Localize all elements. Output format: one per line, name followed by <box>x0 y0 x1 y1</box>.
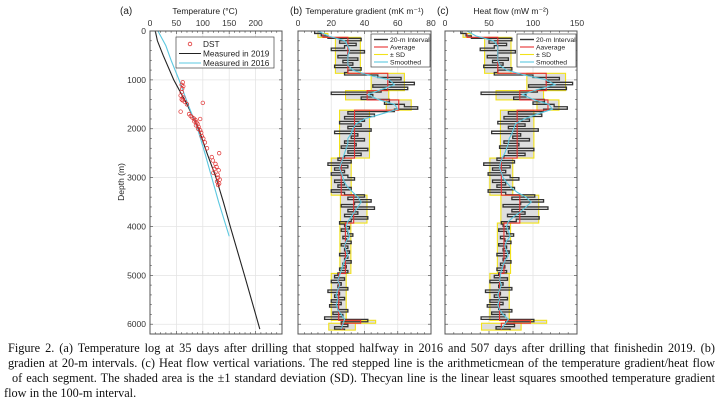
x-tick-label: 150 <box>222 18 236 28</box>
x-axis-title: Heat flow (mW m⁻²) <box>473 6 548 16</box>
legend-label: Measured in 2016 <box>203 58 270 68</box>
panel-label: (c) <box>437 6 449 17</box>
dst-point <box>179 97 184 102</box>
y-tick-label: 0 <box>141 26 146 36</box>
average-stepped-line <box>466 33 549 331</box>
average-stepped-line <box>322 33 400 331</box>
dst-point <box>211 170 216 175</box>
x-tick-label: 200 <box>249 18 263 28</box>
dst-point <box>192 119 197 124</box>
legend-label: Aaverage <box>536 45 565 52</box>
dst-point <box>216 168 221 173</box>
legend-label: ± SD <box>536 52 551 59</box>
y-tick-label: 6000 <box>127 319 146 329</box>
y-tick-label: 3000 <box>127 173 146 183</box>
legend-marker-dst <box>187 41 193 47</box>
y-tick-label: 4000 <box>127 221 146 231</box>
panel-c: 0 50 100 150 (c) Heat flow (mW m⁻²) 20-m Inter… <box>437 6 584 335</box>
x-tick-label: 0 <box>148 18 153 28</box>
smoothed-line <box>317 31 399 330</box>
panel-label: (a) <box>120 6 132 17</box>
x-tick-label: 150 <box>570 18 584 28</box>
dst-point <box>215 182 221 188</box>
dst-point <box>201 136 206 141</box>
x-tick-label: 40 <box>360 18 370 28</box>
dst-point <box>184 102 190 107</box>
plot-area <box>154 31 261 330</box>
legend-label: Measured in 2019 <box>203 49 270 59</box>
axes-frame <box>444 30 578 335</box>
interval-stairs <box>313 31 419 331</box>
legend-label: Smoothed <box>536 60 567 67</box>
axes-frame <box>149 30 283 335</box>
dst-point <box>200 100 205 105</box>
x-tick-label: 80 <box>426 18 436 28</box>
legend-label: ± SD <box>390 52 405 59</box>
y-tick-label: 1000 <box>127 75 146 85</box>
dst-point <box>212 166 217 171</box>
panel-b: 0 20 40 60 80 (b) Temperature gradient (mK m⁻¹… <box>290 6 436 335</box>
plot-area <box>460 31 574 331</box>
dst-point <box>204 146 210 151</box>
dst-point <box>198 116 203 122</box>
dst-point <box>217 151 222 156</box>
dst-point <box>210 158 215 163</box>
legend-label: DST <box>203 39 220 49</box>
dst-point <box>178 109 183 114</box>
smoothed-line <box>466 31 557 330</box>
x-axis-title: Temperature (°C) <box>172 6 237 16</box>
series-line-measured-in-2016 <box>157 31 230 237</box>
y-tick-label: 5000 <box>127 270 146 280</box>
plot-area <box>313 31 419 331</box>
x-tick-label: 50 <box>172 18 182 28</box>
dst-point <box>209 154 214 160</box>
legend-label: Smoothed <box>390 60 421 67</box>
figure-2: 0 50 100 150 200(a) Temperature (°C)010002000… <box>116 6 584 335</box>
caption-line-2: gradien at 20-m intervals. (c) Heat flow… <box>8 356 715 370</box>
y-tick-label: 2000 <box>127 124 146 134</box>
legend-label: Average <box>390 45 415 52</box>
dst-point <box>181 84 186 89</box>
dst-point <box>180 80 185 85</box>
x-tick-label: 60 <box>393 18 403 28</box>
caption-line-4: flow in the 100-m interval. <box>4 386 137 400</box>
x-axis-title: Temperature gradient (mK m⁻¹) <box>305 6 423 16</box>
x-tick-label: 100 <box>196 18 210 28</box>
dst-point <box>196 124 201 129</box>
series-line-measured-in-2019 <box>154 31 261 330</box>
panel-a: 0 50 100 150 200 (a) Temperature (°C) 0 1000 2000… <box>116 6 283 335</box>
dst-point <box>182 99 187 105</box>
x-tick-label: 0 <box>296 18 301 28</box>
caption-line-3: of each segment. The shaded area is the … <box>12 371 715 385</box>
legend-label: 20-m Interval <box>390 37 430 44</box>
x-tick-label: 20 <box>327 18 337 28</box>
x-tick-label: 0 <box>443 18 448 28</box>
dst-point <box>198 128 203 133</box>
x-tick-label: 50 <box>484 18 494 28</box>
y-axis-title: Depth (m) <box>116 163 126 201</box>
panel-label: (b) <box>290 6 302 17</box>
x-tick-label: 100 <box>526 18 540 28</box>
dst-point <box>215 172 220 177</box>
caption-line-1: Figure 2. (a) Temperature log at 35 days… <box>8 341 715 355</box>
legend-label: 20-m Interval <box>536 37 576 44</box>
dst-point <box>202 140 208 145</box>
